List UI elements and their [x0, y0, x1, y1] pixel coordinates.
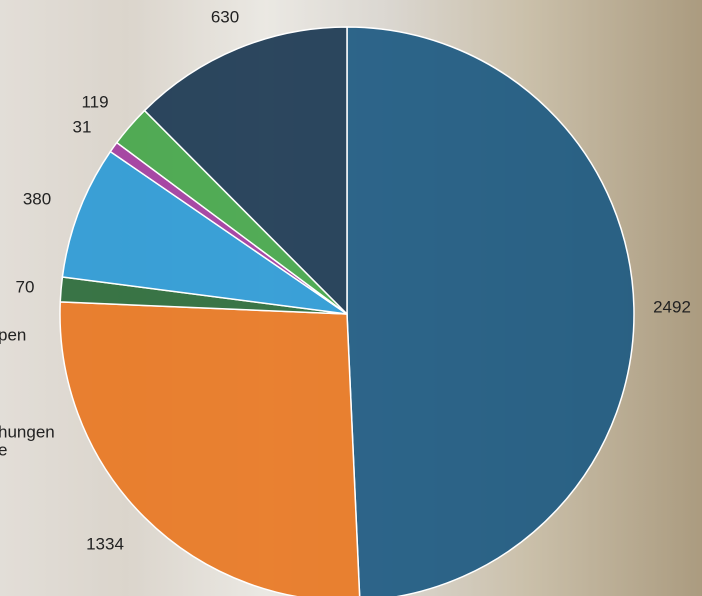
- annotation: hungen: [0, 422, 55, 441]
- value-label: 31: [73, 117, 92, 136]
- pie-slice: [61, 150, 348, 315]
- pie-slice: [143, 26, 348, 316]
- value-label: 630: [211, 7, 239, 26]
- pie-slice: [59, 301, 361, 596]
- value-label: 2492: [653, 297, 691, 316]
- annotation: e: [0, 440, 7, 459]
- value-label: 119: [81, 92, 108, 111]
- annotation: pen: [0, 325, 26, 344]
- value-label: 380: [23, 189, 51, 208]
- pie-slice: [346, 26, 635, 596]
- value-label: 70: [16, 277, 35, 296]
- value-label: 1334: [86, 534, 124, 553]
